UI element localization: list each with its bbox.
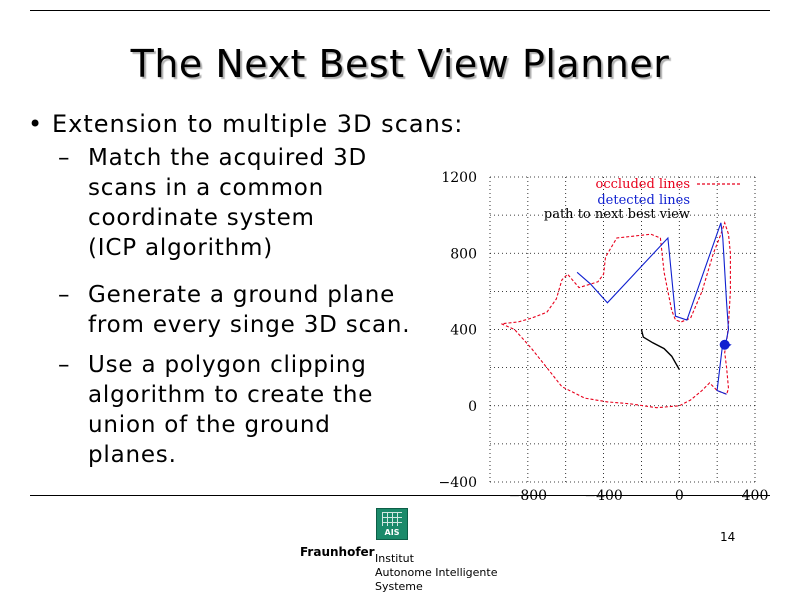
fraunhofer-label: Fraunhofer <box>300 545 375 559</box>
sub-bullet-line: from every singe 3D scan. <box>88 312 411 338</box>
slide-title: The Next Best View Planner <box>130 42 670 86</box>
legend-label: occluded lines <box>596 177 690 192</box>
y-tick-label: 800 <box>450 246 477 262</box>
sub-bullet-icp: – Match the acquired 3D scans in a commo… <box>58 143 418 263</box>
series-occluded-lines <box>501 221 731 409</box>
detected-cluster-marker <box>719 339 730 350</box>
sub-bullet-dash: – <box>58 352 71 378</box>
institute-line: Institut <box>375 552 414 565</box>
y-tick-label: 0 <box>468 399 477 415</box>
grid-lines <box>489 176 756 483</box>
y-tick-label: −400 <box>439 475 477 491</box>
bullet-dot: • <box>28 110 44 138</box>
sub-bullet-line: planes. <box>88 442 177 468</box>
institute-name: Institut Autonome Intelligente Systeme <box>375 552 498 594</box>
sub-bullet-polygon-clipping: – Use a polygon clipping algorithm to cr… <box>58 350 418 470</box>
sub-bullet-line: union of the ground <box>88 412 331 438</box>
series-detected-lines <box>576 222 732 395</box>
y-tick-label: 1200 <box>441 170 477 186</box>
top-rule <box>30 10 770 11</box>
bottom-rule <box>30 495 770 496</box>
sub-bullet-dash: – <box>58 282 71 308</box>
legend-label: path to next best view <box>544 207 690 222</box>
sub-bullet-dash: – <box>58 145 71 171</box>
legend-label: detected lines <box>597 193 690 208</box>
sub-bullet-line: algorithm to create the <box>88 382 374 408</box>
page-number: 14 <box>720 530 736 544</box>
logo-grid-icon <box>382 512 402 526</box>
sub-bullet-line: coordinate system <box>88 205 315 231</box>
plot-series <box>501 221 732 409</box>
sub-bullet-ground-plane: – Generate a ground plane from every sin… <box>58 280 438 340</box>
main-bullet: • Extension to multiple 3D scans: <box>28 110 463 138</box>
logo-text: AIS <box>384 528 400 537</box>
institute-line: Autonome Intelligente <box>375 566 498 579</box>
y-tick-label: 400 <box>450 323 477 339</box>
sub-bullet-line: Use a polygon clipping <box>88 352 367 378</box>
institute-line: Systeme <box>375 580 423 593</box>
series-path-to-next-best-view <box>640 329 680 370</box>
main-bullet-text: Extension to multiple 3D scans: <box>52 110 464 138</box>
sub-bullet-line: Generate a ground plane <box>88 282 396 308</box>
ais-logo: AIS <box>376 508 408 540</box>
sub-bullet-line: scans in a common <box>88 175 325 201</box>
sub-bullet-line: (ICP algorithm) <box>88 235 273 261</box>
sub-bullet-line: Match the acquired 3D <box>88 145 368 171</box>
